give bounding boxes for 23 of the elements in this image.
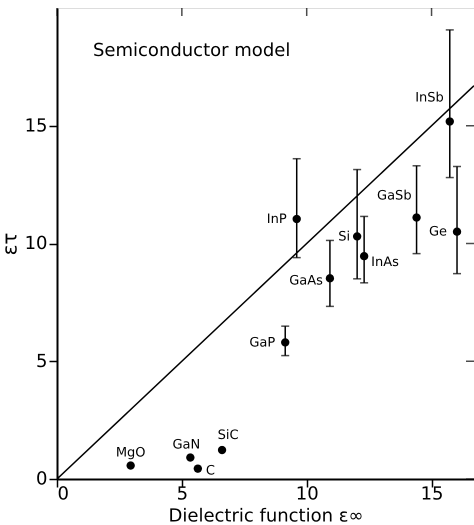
annotation: GaP: [249, 335, 276, 350]
y-axis-title: ετ: [0, 232, 22, 256]
annotation: InP: [266, 212, 287, 228]
x-tick-label: 15: [420, 484, 444, 504]
x-axis-title: Dielectric function ε∞: [168, 506, 364, 525]
annotation: Si: [338, 229, 350, 244]
y-tick-label: 15: [24, 115, 48, 136]
annotation: C: [206, 464, 215, 479]
y-tick-label: 10: [24, 233, 48, 254]
x-tick-label: 5: [176, 484, 188, 504]
annotation: Ge: [428, 224, 448, 240]
y-tick-label: 5: [36, 350, 48, 372]
annotation: MgO: [116, 446, 146, 461]
x-tick-label: 10: [296, 484, 319, 504]
x-tick-label: 0: [58, 484, 69, 504]
annotation: GaN: [172, 438, 200, 453]
annotation: InAs: [371, 255, 400, 270]
annotation: GaSb: [377, 188, 412, 204]
y-tick-label: 0: [36, 468, 48, 490]
annotation: SiC: [218, 428, 239, 444]
annotation: Semiconductor model: [93, 40, 290, 61]
annotation: InSb: [415, 90, 444, 106]
annotation: GaAs: [289, 273, 324, 288]
